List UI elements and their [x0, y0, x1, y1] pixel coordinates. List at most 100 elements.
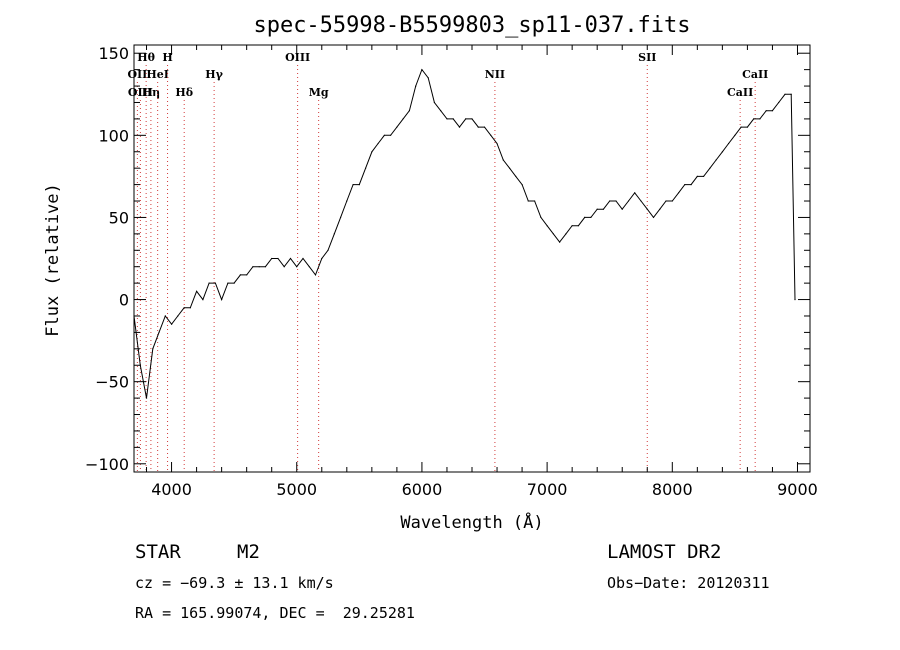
- spectrum-point: [333, 233, 335, 235]
- y-axis-label: Flux (relative): [43, 183, 63, 337]
- spectrum-point: [646, 208, 648, 210]
- spectrum-point: [471, 118, 473, 120]
- spectrum-point: [794, 299, 796, 301]
- y-tick-label: 150: [98, 44, 129, 63]
- spectrum-point: [640, 200, 642, 202]
- spectrum-point: [402, 118, 404, 120]
- emission-line-label: Mg: [309, 86, 329, 99]
- emission-line-label: OII: [127, 68, 147, 81]
- spectrum-point: [590, 216, 592, 218]
- spectrum-point: [715, 159, 717, 161]
- spectrum-point: [189, 307, 191, 309]
- spectrum-point: [271, 257, 273, 260]
- spectrum-point: [346, 200, 348, 202]
- spectrum-point: [327, 249, 329, 251]
- emission-line-label: CaII: [742, 68, 768, 81]
- spectrum-point: [340, 216, 342, 218]
- survey-label: LAMOST DR2: [607, 541, 722, 563]
- plot-frame: [133, 44, 811, 473]
- chart-title: spec-55998-B5599803_sp11-037.fits: [253, 13, 690, 38]
- spectrum-point: [571, 225, 573, 227]
- spectrum-point: [308, 266, 310, 268]
- spectrum-point: [515, 175, 517, 177]
- emission-line-label: Hγ: [205, 68, 223, 81]
- spectrum-point: [615, 200, 617, 202]
- spectrum-point: [483, 126, 486, 128]
- spectrum-point: [734, 134, 736, 136]
- obs-date-text: Obs−Date: 20120311: [607, 574, 770, 592]
- x-tick-label: 4000: [151, 480, 192, 499]
- y-tick-label: 0: [119, 291, 129, 310]
- spectrum-point: [365, 167, 367, 169]
- spectrum-point: [390, 134, 392, 136]
- spectrum-chart: spec-55998-B5599803_sp11-037.fits OII Hθ O…: [43, 13, 818, 533]
- spectrum-point: [252, 266, 254, 268]
- spectrum-point: [258, 266, 260, 268]
- spectrum-point: [214, 282, 216, 284]
- spectrum-point: [277, 257, 279, 260]
- emission-line-label: NII: [485, 68, 505, 81]
- spectrum-point: [446, 118, 448, 120]
- spectrum-point: [684, 184, 686, 186]
- spectrum-point: [177, 315, 179, 317]
- spectrum-point: [371, 151, 373, 153]
- spectrum-point: [621, 208, 623, 210]
- spectrum-point: [609, 200, 611, 202]
- spectrum-point: [264, 266, 266, 268]
- spectrum-point: [352, 184, 354, 186]
- spectrum-point: [665, 200, 667, 202]
- x-tick-label: 6000: [402, 480, 443, 499]
- spectrum-point: [778, 101, 780, 104]
- spectrum-point: [183, 307, 185, 309]
- spectrum-point: [383, 134, 385, 136]
- spectrum-point: [440, 110, 442, 112]
- spectrum-point: [152, 348, 154, 350]
- spectrum-point: [408, 110, 410, 112]
- spectrum-point: [415, 85, 417, 87]
- spectrum-point: [164, 315, 166, 317]
- spectrum-point: [296, 266, 298, 268]
- spectrum-point: [196, 290, 198, 292]
- spectrum-point: [145, 397, 148, 399]
- spectrum-point: [283, 266, 285, 268]
- spectrum-point: [577, 225, 580, 227]
- spectrum-point: [596, 208, 598, 210]
- subclass-label: M2: [237, 541, 260, 563]
- axis-ticks: 4000 5000 6000 7000 8000 9000 −100 −50 0 50 100 150: [85, 44, 818, 499]
- x-tick-label: 9000: [777, 480, 818, 499]
- spectrum-point: [690, 184, 692, 186]
- spectrum-point: [634, 192, 636, 194]
- y-tick-label: 50: [109, 208, 129, 227]
- redshift-text: cz = −69.3 ± 13.1 km/s: [135, 574, 334, 592]
- spectrum-point: [552, 233, 555, 235]
- spectrum-point: [314, 274, 317, 276]
- spectrum-point: [602, 208, 605, 210]
- spectrum-point: [358, 184, 360, 186]
- spectrum-point: [546, 225, 548, 227]
- spectrum-line: [133, 68, 796, 399]
- spectrum-point: [221, 299, 223, 301]
- spectrum-point: [502, 159, 504, 161]
- y-tick-label: 100: [98, 126, 129, 145]
- spectrum-point: [721, 151, 724, 153]
- spectrum-point: [496, 142, 498, 145]
- spectrum-point: [233, 282, 235, 284]
- x-tick-label: 7000: [527, 480, 568, 499]
- spectrum-point: [396, 126, 398, 128]
- emission-line-label: SII: [638, 51, 656, 64]
- x-axis-label: Wavelength (Å): [400, 511, 543, 533]
- spectrum-point: [458, 126, 461, 128]
- emission-line-label: Hθ: [137, 51, 155, 64]
- spectrum-point: [790, 93, 792, 95]
- spectrum-point: [377, 142, 379, 145]
- spectrum-point: [759, 118, 761, 120]
- x-tick-label: 8000: [652, 480, 693, 499]
- spectrum-point: [709, 167, 711, 169]
- spectrum-point: [509, 167, 511, 169]
- spectrum-point: [239, 274, 241, 276]
- spectrum-point: [321, 257, 323, 260]
- spectrum-point: [765, 110, 767, 112]
- spectrum-point: [421, 69, 423, 71]
- emission-line-label: Hη: [142, 86, 160, 99]
